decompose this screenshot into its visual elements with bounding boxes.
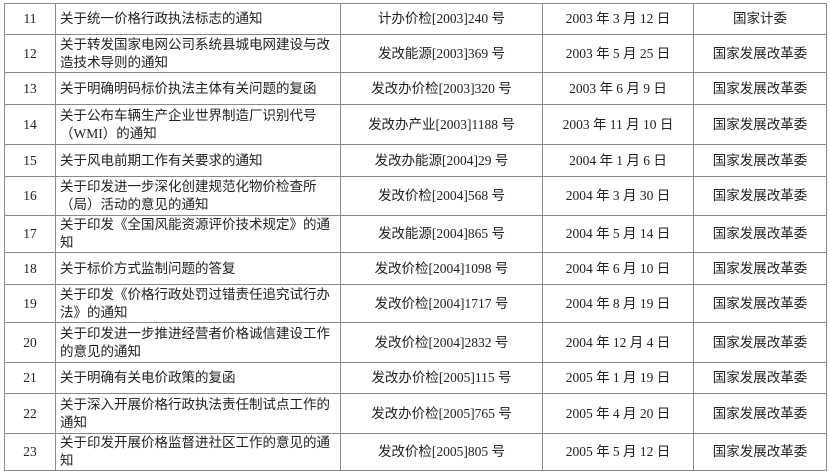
issue-date: 2003 年 6 月 9 日 xyxy=(542,72,694,105)
issue-date: 2004 年 1 月 6 日 xyxy=(542,144,694,177)
row-number: 15 xyxy=(4,144,56,177)
table-row: 17 关于印发《全国风能资源评价技术规定》的通知 发改能源[2004]865 号 20… xyxy=(4,215,827,253)
issue-date: 2004 年 8 月 19 日 xyxy=(542,284,694,323)
issue-date: 2004 年 5 月 14 日 xyxy=(542,215,694,253)
document-number: 发改能源[2003]369 号 xyxy=(340,34,543,73)
row-number: 16 xyxy=(4,176,56,216)
document-title: 关于印发开展价格监督进社区工作的意见的通知 xyxy=(55,433,341,471)
document-number: 发改能源[2004]865 号 xyxy=(340,215,543,253)
document-number: 发改价检[2005]805 号 xyxy=(340,433,543,471)
regulations-table: 11 关于统一价格行政执法标志的通知 计办价检[2003]240 号 2003 年 3… xyxy=(4,3,827,471)
document-number: 发改办价检[2003]320 号 xyxy=(340,72,543,105)
table-row: 11 关于统一价格行政执法标志的通知 计办价检[2003]240 号 2003 年 3… xyxy=(4,3,827,35)
table-row: 23 关于印发开展价格监督进社区工作的意见的通知 发改价检[2005]805 号 20… xyxy=(4,433,827,471)
document-title: 关于标价方式监制问题的答复 xyxy=(55,252,341,285)
table-row: 18 关于标价方式监制问题的答复 发改价检[2004]1098 号 2004 年 6 … xyxy=(4,252,827,285)
document-number: 发改办价检[2005]115 号 xyxy=(340,362,543,394)
document-title: 关于风电前期工作有关要求的通知 xyxy=(55,144,341,177)
table-row: 20 关于印发进一步推进经营者价格诚信建设工作的意见的通知 发改价检[2004]28… xyxy=(4,322,827,363)
issuing-agency: 国家发展改革委 xyxy=(693,362,827,394)
document-title: 关于深入开展价格行政执法责任制试点工作的通知 xyxy=(55,393,341,434)
row-number: 11 xyxy=(4,3,56,35)
issuing-agency: 国家发展改革委 xyxy=(693,215,827,253)
document-number: 计办价检[2003]240 号 xyxy=(340,3,543,35)
issuing-agency: 国家发展改革委 xyxy=(693,72,827,105)
issue-date: 2003 年 3 月 12 日 xyxy=(542,3,694,35)
issuing-agency: 国家发展改革委 xyxy=(693,252,827,285)
row-number: 21 xyxy=(4,362,56,394)
issuing-agency: 国家发展改革委 xyxy=(693,433,827,471)
document-title: 关于印发《价格行政处罚过错责任追究试行办法》的通知 xyxy=(55,284,341,323)
issue-date: 2004 年 3 月 30 日 xyxy=(542,176,694,216)
issuing-agency: 国家发展改革委 xyxy=(693,284,827,323)
document-title: 关于转发国家电网公司系统县城电网建设与改造技术导则的通知 xyxy=(55,34,341,73)
issue-date: 2003 年 5 月 25 日 xyxy=(542,34,694,73)
table-row: 16 关于印发进一步深化创建规范化物价检查所（局）活动的意见的通知 发改价检[200… xyxy=(4,176,827,216)
row-number: 12 xyxy=(4,34,56,73)
table-row: 15 关于风电前期工作有关要求的通知 发改办能源[2004]29 号 2004 年 1… xyxy=(4,144,827,177)
issue-date: 2003 年 11 月 10 日 xyxy=(542,104,694,145)
table-row: 22 关于深入开展价格行政执法责任制试点工作的通知 发改办价检[2005]765 号… xyxy=(4,393,827,434)
row-number: 23 xyxy=(4,433,56,471)
document-title: 关于印发《全国风能资源评价技术规定》的通知 xyxy=(55,215,341,253)
table-row: 13 关于明确明码标价执法主体有关问题的复函 发改办价检[2003]320 号 200… xyxy=(4,72,827,105)
document-number: 发改价检[2004]1098 号 xyxy=(340,252,543,285)
document-title: 关于公布车辆生产企业世界制造厂识别代号（WMI）的通知 xyxy=(55,104,341,145)
table-row: 21 关于明确有关电价政策的复函 发改办价检[2005]115 号 2005 年 1 … xyxy=(4,362,827,394)
issuing-agency: 国家发展改革委 xyxy=(693,393,827,434)
issuing-agency: 国家计委 xyxy=(693,3,827,35)
issue-date: 2004 年 6 月 10 日 xyxy=(542,252,694,285)
document-title: 关于印发进一步深化创建规范化物价检查所（局）活动的意见的通知 xyxy=(55,176,341,216)
row-number: 18 xyxy=(4,252,56,285)
document-title: 关于印发进一步推进经营者价格诚信建设工作的意见的通知 xyxy=(55,322,341,363)
issue-date: 2004 年 12 月 4 日 xyxy=(542,322,694,363)
document-number: 发改价检[2004]568 号 xyxy=(340,176,543,216)
table-row: 19 关于印发《价格行政处罚过错责任追究试行办法》的通知 发改价检[2004]171… xyxy=(4,284,827,323)
issue-date: 2005 年 5 月 12 日 xyxy=(542,433,694,471)
issuing-agency: 国家发展改革委 xyxy=(693,104,827,145)
issuing-agency: 国家发展改革委 xyxy=(693,322,827,363)
row-number: 22 xyxy=(4,393,56,434)
document-number: 发改办产业[2003]1188 号 xyxy=(340,104,543,145)
table-row: 14 关于公布车辆生产企业世界制造厂识别代号（WMI）的通知 发改办产业[2003]… xyxy=(4,104,827,145)
issue-date: 2005 年 4 月 20 日 xyxy=(542,393,694,434)
issue-date: 2005 年 1 月 19 日 xyxy=(542,362,694,394)
issuing-agency: 国家发展改革委 xyxy=(693,176,827,216)
row-number: 17 xyxy=(4,215,56,253)
document-number: 发改价检[2004]1717 号 xyxy=(340,284,543,323)
document-number: 发改办价检[2005]765 号 xyxy=(340,393,543,434)
document-number: 发改价检[2004]2832 号 xyxy=(340,322,543,363)
issuing-agency: 国家发展改革委 xyxy=(693,34,827,73)
row-number: 20 xyxy=(4,322,56,363)
document-title: 关于明确明码标价执法主体有关问题的复函 xyxy=(55,72,341,105)
table-row: 12 关于转发国家电网公司系统县城电网建设与改造技术导则的通知 发改能源[2003]… xyxy=(4,34,827,73)
document-title: 关于明确有关电价政策的复函 xyxy=(55,362,341,394)
row-number: 13 xyxy=(4,72,56,105)
document-title: 关于统一价格行政执法标志的通知 xyxy=(55,3,341,35)
row-number: 14 xyxy=(4,104,56,145)
document-number: 发改办能源[2004]29 号 xyxy=(340,144,543,177)
issuing-agency: 国家发展改革委 xyxy=(693,144,827,177)
row-number: 19 xyxy=(4,284,56,323)
